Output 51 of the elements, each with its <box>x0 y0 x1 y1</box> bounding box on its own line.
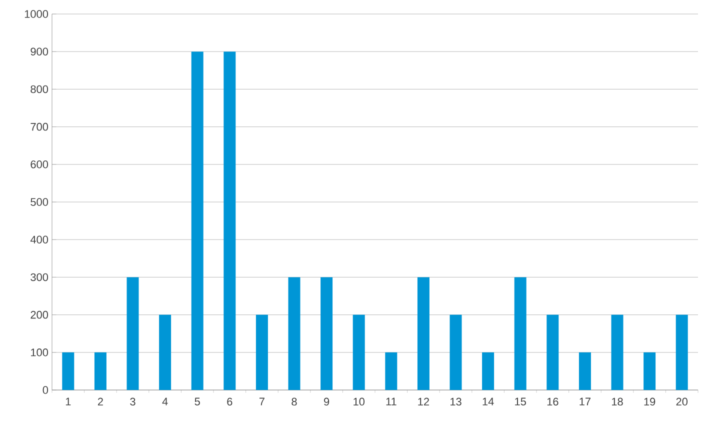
bar <box>126 277 139 390</box>
y-tick-label: 1000 <box>24 10 48 18</box>
x-tick-label: 18 <box>612 398 623 406</box>
y-tick-label: 0 <box>42 386 48 394</box>
bar <box>288 277 300 390</box>
x-tick-label: 14 <box>482 398 494 406</box>
x-tick-label: 12 <box>418 398 429 406</box>
y-tick-label: 300 <box>30 273 48 282</box>
x-tick-label: 4 <box>162 398 168 406</box>
x-tick-label: 20 <box>676 398 688 406</box>
y-tick-label: 100 <box>31 348 48 356</box>
y-tick-label: 200 <box>30 310 48 319</box>
bar <box>94 352 106 390</box>
bar <box>450 314 462 390</box>
bar <box>62 352 74 390</box>
y-tick-label: 900 <box>30 48 48 56</box>
bar <box>320 277 333 390</box>
x-tick-label: 8 <box>292 398 297 406</box>
y-tick-label: 400 <box>30 236 48 244</box>
y-tick-label: 800 <box>30 85 48 94</box>
bar <box>191 52 204 390</box>
x-tick-label: 16 <box>547 398 558 406</box>
bar <box>514 277 526 390</box>
x-tick-label: 5 <box>194 398 200 406</box>
bar <box>546 314 559 390</box>
x-tick-label: 19 <box>644 398 656 406</box>
bar <box>256 314 268 390</box>
x-tick-label: 2 <box>98 398 103 406</box>
bar <box>352 314 365 390</box>
x-tick-label: 7 <box>259 398 264 406</box>
bar <box>611 314 624 390</box>
x-tick-label: 13 <box>450 398 462 406</box>
x-tick-label: 9 <box>324 398 330 406</box>
bar <box>159 314 172 390</box>
x-tick-label: 6 <box>227 398 232 406</box>
bar <box>676 314 688 390</box>
bar <box>417 277 430 390</box>
x-tick-label: 11 <box>386 398 396 406</box>
bar <box>224 52 236 390</box>
x-tick-label: 17 <box>580 398 591 406</box>
y-tick-label: 500 <box>30 198 48 206</box>
x-tick-label: 10 <box>354 398 365 406</box>
x-tick-label: 15 <box>515 398 526 406</box>
y-tick-label: 700 <box>30 122 48 131</box>
bar <box>644 352 656 390</box>
y-tick-label: 600 <box>30 160 48 168</box>
bar <box>578 352 591 390</box>
x-tick-label: 3 <box>130 398 136 406</box>
bar <box>385 352 398 390</box>
x-tick-label: 1 <box>66 398 71 406</box>
bar <box>482 352 494 390</box>
